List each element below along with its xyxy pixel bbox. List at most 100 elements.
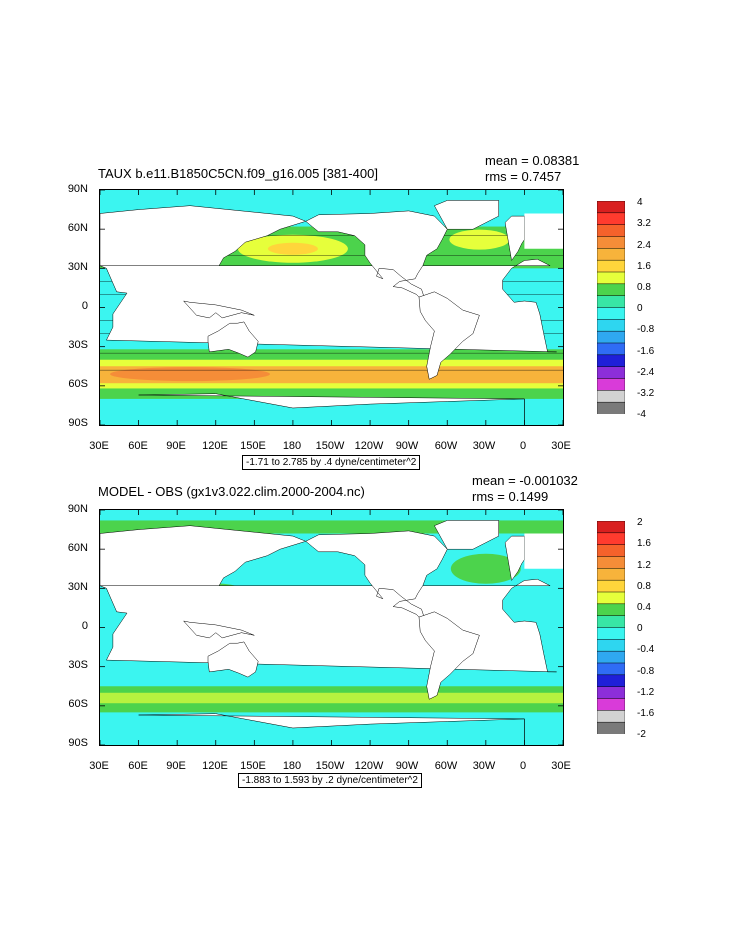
land-mass <box>434 200 499 230</box>
colorbar-label: 0.4 <box>637 602 651 613</box>
lon-label: 150E <box>240 760 266 772</box>
lat-label: 90N <box>67 503 88 515</box>
map-svg <box>100 190 563 425</box>
colorbar-swatch <box>597 591 625 605</box>
lat-label: 30S <box>68 659 88 671</box>
lon-label: 60E <box>128 440 148 452</box>
lon-label: 60E <box>128 760 148 772</box>
map-plot <box>99 509 564 746</box>
colorbar-label: 0.8 <box>637 282 651 293</box>
lat-label: 90N <box>67 183 88 195</box>
colorbar-swatch <box>597 521 625 534</box>
colorbar-swatch <box>597 603 625 617</box>
lon-label: 120E <box>202 760 228 772</box>
colorbar-label: 1.2 <box>637 560 651 571</box>
colorbar-swatch <box>597 544 625 558</box>
lon-label: 150W <box>315 760 345 772</box>
colorbar-label: -0.8 <box>637 324 655 335</box>
colorbar-swatch <box>597 378 625 392</box>
colorbar-label: -0.4 <box>637 644 655 655</box>
lon-label: 90E <box>166 440 186 452</box>
lon-label: 120W <box>354 440 384 452</box>
panel-title: MODEL - OBS (gx1v3.022.clim.2000-2004.nc… <box>98 484 365 499</box>
lon-label: 90W <box>395 440 419 452</box>
rms-value: rms = 0.1499 <box>472 489 549 504</box>
colorbar-swatch <box>597 662 625 676</box>
wind-max <box>449 229 510 250</box>
land-mass <box>100 578 557 673</box>
mean-value: mean = -0.001032 <box>472 473 578 488</box>
lon-label: 180 <box>282 440 302 452</box>
mean-value: mean = 0.08381 <box>485 153 580 168</box>
colorbar-label: 4 <box>637 197 643 208</box>
land-mass <box>418 611 480 700</box>
lon-label: 30W <box>472 760 496 772</box>
lon-label: 180 <box>282 760 302 772</box>
lon-label: 0 <box>519 440 527 452</box>
land-mass <box>138 393 525 425</box>
rms-value: rms = 0.7457 <box>485 169 562 184</box>
lon-label: 120E <box>202 440 228 452</box>
lon-label: 30E <box>551 440 571 452</box>
colorbar-swatch <box>597 401 625 414</box>
lon-label: 30E <box>89 440 109 452</box>
colorbar-swatch <box>597 319 625 332</box>
map-plot <box>99 189 564 426</box>
colorbar-swatch <box>597 390 625 403</box>
lat-label: 0 <box>81 300 88 312</box>
land-mass <box>434 520 499 550</box>
land-mass <box>207 641 259 678</box>
lat-label: 60N <box>67 542 88 554</box>
land-mass <box>524 213 563 249</box>
land-mass <box>418 291 480 380</box>
colorbar-swatch <box>597 674 625 688</box>
lat-label: 30S <box>68 339 88 351</box>
colorbar-swatch <box>597 650 625 664</box>
colorbar-label: -1.2 <box>637 687 655 698</box>
lon-label: 120W <box>354 760 384 772</box>
colorbar-label: -1.6 <box>637 708 655 719</box>
lat-label: 90S <box>68 417 88 429</box>
lon-label: 30E <box>89 760 109 772</box>
colorbar-label: 3.2 <box>637 218 651 229</box>
colorbar-swatch <box>597 568 625 581</box>
colorbar-label: 0.8 <box>637 581 651 592</box>
lon-label: 60W <box>434 440 458 452</box>
wind-max <box>267 242 318 255</box>
colorbar-label: -3.2 <box>637 388 655 399</box>
colorbar-svg <box>597 521 625 734</box>
wind-max <box>110 367 271 382</box>
land-mass <box>182 620 255 639</box>
colorbar-swatch <box>597 556 625 570</box>
lon-label: 30W <box>472 440 496 452</box>
colorbar-label: -1.6 <box>637 346 655 357</box>
panel-title: TAUX b.e11.B1850C5CN.f09_g16.005 [381-40… <box>98 166 378 181</box>
land-mass <box>207 321 259 358</box>
lat-label: 0 <box>81 620 88 632</box>
lat-label: 30N <box>67 581 88 593</box>
colorbar-swatch <box>597 307 625 321</box>
colorbar-svg <box>597 201 625 414</box>
colorbar-swatch <box>597 615 625 629</box>
map-svg <box>100 510 563 745</box>
colorbar-swatch <box>597 532 625 546</box>
lon-label: 60W <box>434 760 458 772</box>
lat-label: 60S <box>68 698 88 710</box>
colorbar-swatch <box>597 627 625 641</box>
colorbar-label: 2.4 <box>637 240 651 251</box>
colorbar-label: 1.6 <box>637 538 651 549</box>
colorbar-swatch <box>597 342 625 356</box>
colorbar-swatch <box>597 354 625 368</box>
colorbar-swatch <box>597 698 625 712</box>
colorbar-swatch <box>597 579 625 593</box>
diff-region <box>100 692 563 704</box>
colorbar-label: -2 <box>637 729 646 740</box>
colorbar-label: 2 <box>637 517 643 528</box>
colorbar-label: -4 <box>637 409 646 420</box>
lon-label: 150E <box>240 440 266 452</box>
lon-label: 0 <box>519 760 527 772</box>
colorbar-label: -2.4 <box>637 367 655 378</box>
panel-bottom: MODEL - OBS (gx1v3.022.clim.2000-2004.nc… <box>0 0 733 788</box>
land-mass <box>182 300 255 319</box>
colorbar <box>597 521 625 734</box>
